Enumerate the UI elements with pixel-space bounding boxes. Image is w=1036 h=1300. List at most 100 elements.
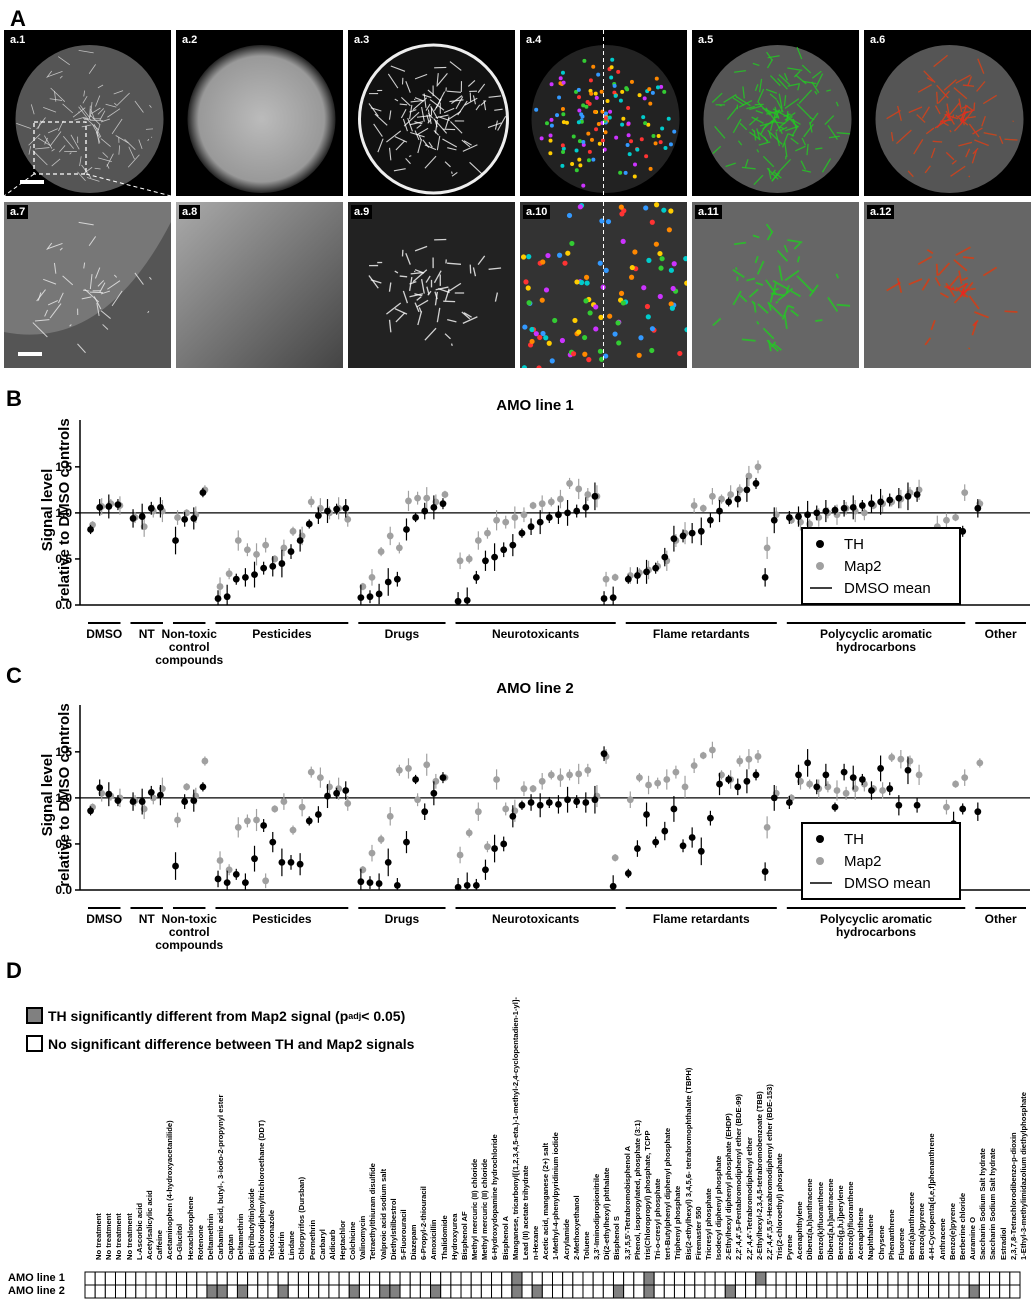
compound-label: Bis(tributyltin)oxide <box>247 969 257 1269</box>
tile-label: a.9 <box>351 205 373 219</box>
heatmap-cell <box>928 1284 940 1299</box>
heatmap-cell <box>948 1271 960 1286</box>
th-point <box>357 594 365 602</box>
legend-map2-label: Map2 <box>844 558 882 575</box>
heatmap-cell <box>460 1271 472 1286</box>
map2-point <box>690 502 698 509</box>
map2-point <box>253 816 260 824</box>
th-point <box>536 801 544 809</box>
panel-d-letter: D <box>6 958 22 983</box>
map2-point <box>611 573 619 581</box>
map2-point <box>405 497 412 505</box>
compound-label: 1-Ethyl-3-methylimidazolium diethylphosp… <box>1019 969 1029 1269</box>
compound-label-text: Valinomycin <box>358 1215 368 1260</box>
compound-label-text: Auramine O <box>968 1216 978 1260</box>
th-point <box>761 573 769 581</box>
compound-label-text: Bisphenol S <box>612 1216 622 1260</box>
map2-point <box>575 770 583 778</box>
heatmap-cell <box>399 1284 411 1299</box>
th-point <box>679 532 687 540</box>
th-point <box>384 858 392 866</box>
th-point <box>634 845 641 852</box>
th-point <box>482 866 489 874</box>
compound-label-text: Amoxicillin <box>429 1219 439 1260</box>
chart-c-plot: 0.0 0.5 1.0 1.5 TH Map2 DMSO mean <box>55 705 1030 909</box>
th-point <box>491 553 498 561</box>
map2-point <box>262 541 270 549</box>
heatmap-cell <box>958 1284 970 1299</box>
compound-label: Bisphenol A <box>501 969 511 1269</box>
compound-label-text: Methyl mercuric (II) chloride <box>470 1158 480 1260</box>
map2-point <box>474 808 482 816</box>
heatmap-cell <box>338 1284 350 1299</box>
heatmap-cell <box>135 1271 147 1286</box>
compound-label-text: Bis(tributyltin)oxide <box>246 1188 256 1260</box>
compound-label: 2-Methoxyethanol <box>572 969 582 1269</box>
compound-label: Bisphenol AF <box>460 969 470 1269</box>
heatmap-cell <box>480 1271 493 1286</box>
heatmap-cell <box>399 1271 411 1286</box>
compound-label-text: Chrysene <box>876 1225 886 1260</box>
group-label: Polycyclic aromatic hydrocarbons <box>820 912 933 940</box>
map2-point <box>280 798 288 805</box>
heatmap-cell <box>318 1271 330 1286</box>
heatmap-cell <box>247 1284 259 1299</box>
legend-sig-sub: adj <box>348 1010 362 1021</box>
heatmap-cell <box>673 1271 686 1286</box>
compound-label-text: Acenaphthene <box>856 1207 866 1260</box>
th-point <box>305 520 313 528</box>
map2-point <box>377 548 385 555</box>
map2-point <box>529 785 537 793</box>
compound-label: Methyl mercuric (II) chloride <box>470 969 480 1269</box>
th-point <box>555 511 562 519</box>
heatmap-cell <box>765 1284 777 1299</box>
compound-label-text: 1-Ethyl-3-methylimidazolium diethylphosp… <box>1018 1092 1028 1260</box>
th-point <box>105 503 113 510</box>
map2-point <box>520 785 528 793</box>
map2-point <box>511 514 519 521</box>
th-point <box>157 791 164 799</box>
th-point <box>96 503 104 511</box>
th-point <box>114 797 122 805</box>
compound-label-text: No treatment <box>94 1213 104 1260</box>
chart-b-title: AMO line 1 <box>496 397 574 414</box>
heatmap-cell <box>724 1271 736 1286</box>
compound-label: Saccharin Sodium Salt hydrate <box>978 969 988 1269</box>
heatmap-cell <box>999 1284 1011 1299</box>
heatmap-cell <box>155 1284 167 1299</box>
th-point <box>670 805 678 813</box>
compound-label: Acenaphthene <box>856 969 866 1269</box>
compound-label: 2,2',4,4',5,5'-Hexabromodiphenyl ether (… <box>765 969 775 1269</box>
group-label: Neurotoxicants <box>491 912 580 926</box>
th-point <box>582 799 590 806</box>
compound-label-text: Acenaphthylene <box>795 1201 805 1260</box>
heatmap-cell <box>409 1284 421 1299</box>
heatmap-cell <box>765 1271 777 1286</box>
y-tick-label: 1.0 <box>55 506 72 520</box>
map2-point <box>174 816 181 824</box>
compound-label-text: Tri-o-cresyl phosphate <box>653 1178 663 1260</box>
compound-label: Acenaphthylene <box>795 969 805 1269</box>
heatmap-cell <box>521 1284 533 1299</box>
sig-swatch <box>26 1007 43 1024</box>
compound-label: Di(2-ethylhexyl) phthalate <box>602 969 612 1269</box>
map2-point <box>690 762 698 770</box>
group-label: Pesticides <box>252 912 312 926</box>
compound-label: L-Ascorbic acid <box>135 969 145 1269</box>
compound-label: Acetaminophen (4-hydroxyacetanilide) <box>165 969 175 1269</box>
group-label: DMSO <box>86 627 123 641</box>
th-point <box>813 783 821 791</box>
compound-label: No treatment <box>104 969 114 1269</box>
compound-label-text: 2,2',4,4',5,5'-Hexabromodiphenyl ether (… <box>764 1084 774 1260</box>
compound-label-text: Deltamethrin <box>205 1213 215 1260</box>
map2-point <box>645 781 652 789</box>
heatmap-cell <box>470 1271 482 1286</box>
th-point <box>324 507 331 515</box>
compound-label: Firemaster 550 <box>694 969 704 1269</box>
map2-point <box>879 787 887 794</box>
heatmap-row-label-1: AMO line 1 <box>8 1272 65 1284</box>
group-label: Non-toxic control compounds <box>155 627 224 668</box>
th-point <box>403 526 410 533</box>
compound-label: Tebuconazole <box>267 969 277 1269</box>
compound-label-text: 1-Methyl-4-phenylpyridinium iodide <box>551 1132 561 1260</box>
